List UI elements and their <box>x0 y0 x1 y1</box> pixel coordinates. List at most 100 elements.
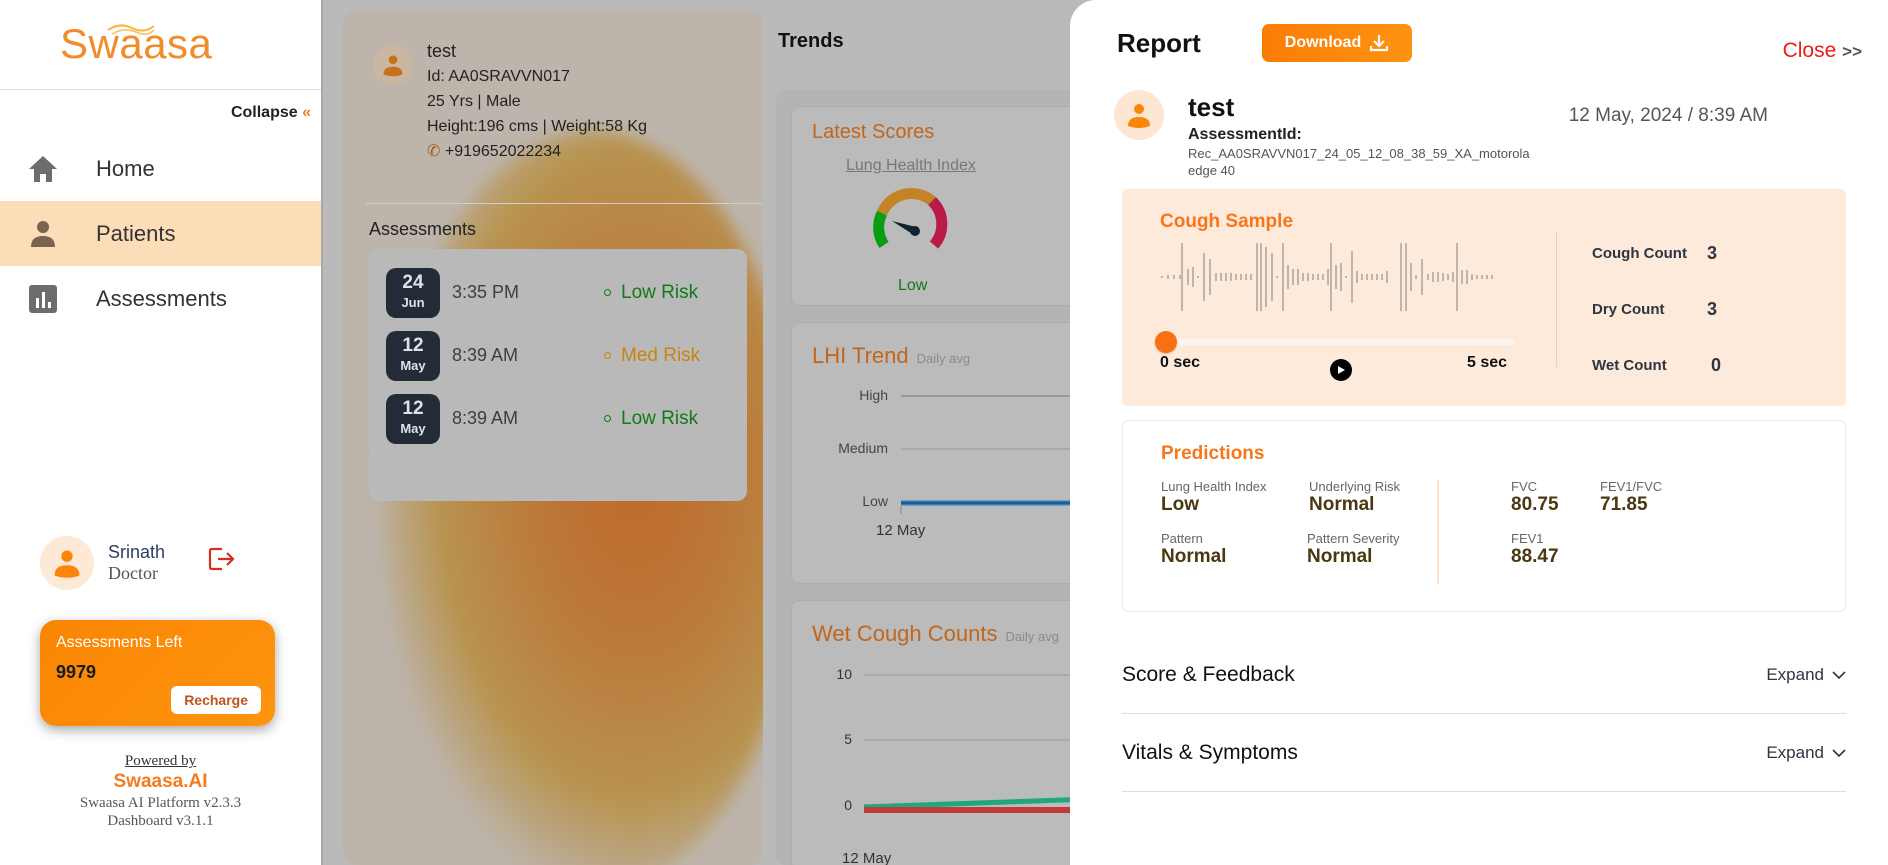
lhi-gauge-link[interactable]: Lung Health Index <box>846 157 976 174</box>
collapse-button[interactable]: Collapse « <box>231 104 311 122</box>
double-chevron-right-icon: >> <box>1842 42 1862 61</box>
expand-button[interactable]: Expand <box>1766 743 1846 763</box>
patient-info: test Id: AA0SRAVVN017 25 Yrs | Male Heig… <box>373 39 647 164</box>
date-day: 24 <box>402 271 424 293</box>
y-tick: 5 <box>844 731 852 747</box>
latest-scores-card: Latest Scores Lung Health Index Low <box>791 106 1091 306</box>
prediction-label: FEV1/FVC <box>1600 479 1663 494</box>
circle-icon <box>604 289 611 296</box>
section-title: Score & Feedback <box>1122 662 1295 686</box>
expand-button[interactable]: Expand <box>1766 665 1846 685</box>
prediction-value: 71.85 <box>1600 494 1648 515</box>
assessment-time: 3:35 PM <box>452 282 520 302</box>
y-tick: 10 <box>836 666 852 682</box>
x-tick: 12 May <box>876 522 926 539</box>
logo[interactable]: Swaasa <box>0 0 321 90</box>
height-value: 196 cms <box>477 118 539 135</box>
prediction-label: Pattern <box>1161 531 1203 546</box>
waveform <box>1161 243 1493 311</box>
sidebar-item-home[interactable]: Home <box>0 136 321 201</box>
prediction-value: 88.47 <box>1511 546 1559 567</box>
sidebar-item-patients[interactable]: Patients <box>0 201 321 266</box>
logo-wave-icon <box>107 24 155 35</box>
predictions-panel: Predictions Lung Health Index Low Underly… <box>1122 420 1846 612</box>
audio-progress-slider[interactable] <box>1155 331 1515 353</box>
assessment-row[interactable]: 12 May 8:39 AM Med Risk <box>386 330 730 381</box>
avatar <box>40 536 94 590</box>
prediction-label: FVC <box>1511 479 1537 494</box>
play-button[interactable] <box>1330 359 1352 381</box>
assessment-row[interactable]: 24 Jun 3:35 PM Low Risk <box>386 267 730 318</box>
assessment-row[interactable]: 12 May 8:39 AM Low Risk <box>386 393 730 444</box>
slider-handle[interactable] <box>1155 331 1177 353</box>
cough-sample-title: Cough Sample <box>1160 211 1294 232</box>
lhi-trend-subtitle: Daily avg <box>916 351 971 366</box>
assessment-time: 8:39 AM <box>452 408 519 428</box>
assessment-time: 8:39 AM <box>452 345 519 365</box>
sidebar-nav: Home Patients Assessments <box>0 136 321 331</box>
close-button[interactable]: Close >> <box>1783 39 1862 63</box>
cough-sample-panel: Cough Sample 0 sec <box>1122 189 1846 406</box>
risk-text: Low Risk <box>621 281 699 303</box>
vitals-symptoms-section[interactable]: Vitals & Symptoms Expand <box>1122 714 1846 792</box>
risk-label: Low Risk <box>604 282 698 304</box>
prediction-label: FEV1 <box>1511 531 1544 546</box>
risk-label: Low Risk <box>604 408 698 430</box>
date-day: 12 <box>402 334 424 356</box>
divider <box>366 203 763 204</box>
recharge-button[interactable]: Recharge <box>171 686 261 714</box>
weight-value: 58 Kg <box>605 118 647 135</box>
sidebar-item-assessments[interactable]: Assessments <box>0 266 321 331</box>
powered-by-link[interactable]: Powered by <box>124 753 197 769</box>
home-icon <box>26 152 60 186</box>
date-badge: 24 Jun <box>386 267 440 318</box>
score-feedback-section[interactable]: Score & Feedback Expand <box>1122 636 1846 714</box>
lhi-trend-card: LHI Trend Daily avg High Medium Low 12 Ma… <box>791 322 1092 584</box>
prediction-fvc: FVC 80.75 <box>1511 479 1559 516</box>
assessment-id: Rec_AA0SRAVVN017_24_05_12_08_38_59_XA_mo… <box>1188 146 1530 178</box>
prediction-value: Normal <box>1161 546 1227 567</box>
predictions-title: Predictions <box>1161 443 1265 464</box>
prediction-value: 80.75 <box>1511 494 1559 515</box>
start-time: 0 sec <box>1160 354 1201 371</box>
count-value: 3 <box>1707 298 1718 319</box>
report-avatar <box>1114 90 1164 140</box>
latest-scores-title: Latest Scores <box>812 121 935 143</box>
wet-cough-title: Wet Cough Counts Daily avg <box>812 621 1059 647</box>
lhi-trend-chart: High Medium Low 12 May <box>838 387 1092 539</box>
logout-button[interactable] <box>206 544 236 579</box>
phone-number: +919652022234 <box>444 143 561 160</box>
brand-name: Swaasa.AI <box>113 771 208 792</box>
y-tick: 0 <box>844 797 852 813</box>
wet-cough-chart: 10 5 0 12 May <box>836 666 1092 865</box>
prediction-label: Underlying Risk <box>1309 479 1401 494</box>
patient-height-weight: Height:196 cms | Weight:58 Kg <box>427 118 647 135</box>
lhi-trend-title: LHI Trend Daily avg <box>812 343 970 369</box>
prediction-lhi: Lung Health Index Low <box>1161 479 1267 516</box>
user-role: Doctor <box>108 563 158 583</box>
date-badge: 12 May <box>386 393 440 444</box>
platform-version: Swaasa AI Platform v2.3.3 <box>79 795 242 811</box>
prediction-label: Pattern Severity <box>1307 531 1400 546</box>
x-tick: 12 May <box>842 850 892 865</box>
count-label: Wet Count <box>1592 356 1667 374</box>
wet-cough-subtitle: Daily avg <box>1005 629 1059 644</box>
assessments-left-card: Assessments Left 9979 Recharge <box>40 620 275 726</box>
download-button[interactable]: Download <box>1262 24 1412 62</box>
download-label: Download <box>1284 34 1362 51</box>
cough-counts: Cough Count 3 Dry Count 3 Wet Count 0 <box>1592 225 1721 393</box>
dashboard-version: Dashboard v3.1.1 <box>107 813 214 829</box>
count-value: 0 <box>1711 354 1722 375</box>
divider <box>1437 480 1439 584</box>
count-label: Cough Count <box>1592 244 1687 262</box>
credits-label: Assessments Left <box>56 634 183 651</box>
gauge-icon <box>873 188 948 249</box>
patient-phone: ✆ +919652022234 <box>427 139 647 164</box>
wet-cough-label: Wet Cough Counts <box>812 621 998 646</box>
date-month: Jun <box>401 294 425 310</box>
patient-name: test <box>427 41 457 61</box>
y-tick: Medium <box>838 440 888 456</box>
report-drawer: Report Download Close >> test Assessment… <box>1070 0 1888 865</box>
lhi-trend-label: LHI Trend <box>812 343 909 368</box>
divider <box>1556 231 1557 367</box>
